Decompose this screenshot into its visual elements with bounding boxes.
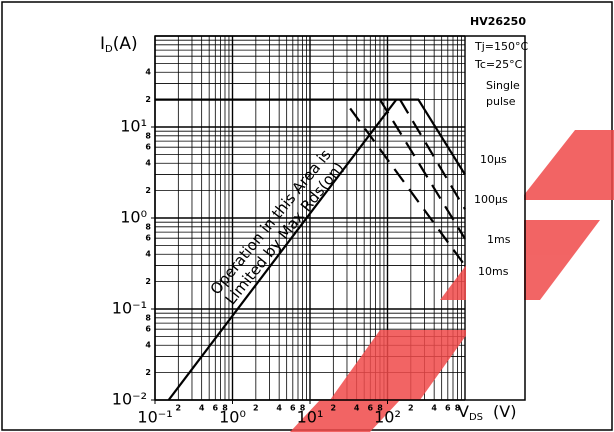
- x-axis-label: VDS (V): [458, 402, 516, 424]
- y-minor-tick-label: 4: [145, 250, 151, 259]
- y-label-sub: D: [105, 44, 113, 55]
- y-label-main: I: [100, 34, 105, 54]
- y-tick-label: 10¹: [120, 117, 147, 136]
- y-minor-tick-label: 2: [145, 95, 151, 104]
- y-axis-label: ID(A): [100, 34, 138, 55]
- x-tick-label: 10⁻¹: [137, 408, 172, 427]
- x-minor-tick-label: 8: [377, 404, 383, 413]
- x-label-main: V: [458, 402, 469, 421]
- soa-curve: [155, 98, 466, 176]
- soa-curve: [379, 99, 466, 240]
- x-minor-tick-label: 6: [445, 404, 451, 413]
- x-tick-label: 10¹: [297, 408, 324, 427]
- x-minor-tick-label: 4: [354, 404, 360, 413]
- x-minor-tick-label: 8: [455, 404, 461, 413]
- curve-label: 100μs: [474, 193, 508, 206]
- soa-curve: [399, 99, 466, 210]
- x-tick-label: 10²: [374, 408, 401, 427]
- y-minor-tick-label: 8: [145, 222, 151, 231]
- y-tick-label: 10⁻²: [112, 390, 147, 409]
- condition: Single: [486, 79, 520, 92]
- y-minor-tick-label: 6: [145, 143, 151, 152]
- y-tick-label: 10⁰: [120, 208, 147, 227]
- rds-limit-line: [167, 98, 398, 401]
- y-minor-tick-label: 2: [145, 277, 151, 286]
- x-minor-tick-label: 8: [222, 404, 228, 413]
- x-minor-tick-label: 2: [253, 404, 259, 413]
- curve-label: 1ms: [487, 233, 511, 246]
- x-tick-label: 10⁰: [219, 408, 246, 427]
- x-minor-tick-label: 4: [276, 404, 282, 413]
- soa-curve: [349, 107, 466, 267]
- y-minor-tick-label: 6: [145, 325, 151, 334]
- x-minor-tick-label: 4: [431, 404, 437, 413]
- y-tick-label: 10⁻¹: [112, 299, 147, 318]
- y-minor-tick-label: 8: [145, 131, 151, 140]
- y-minor-tick-label: 4: [145, 68, 151, 77]
- condition: pulse: [486, 95, 516, 108]
- x-minor-tick-label: 6: [368, 404, 374, 413]
- x-label-sub: DS: [469, 412, 483, 423]
- y-minor-tick-label: 6: [145, 234, 151, 243]
- y-minor-tick-label: 8: [145, 313, 151, 322]
- part-number: HV26250: [470, 15, 526, 28]
- curve-label: 10ms: [478, 265, 509, 278]
- x-minor-tick-label: 2: [331, 404, 337, 413]
- y-minor-tick-label: 4: [145, 159, 151, 168]
- y-label-unit: (A): [113, 34, 138, 54]
- x-minor-tick-label: 6: [213, 404, 219, 413]
- x-minor-tick-label: 4: [199, 404, 205, 413]
- y-minor-tick-label: 2: [145, 186, 151, 195]
- y-minor-tick-label: 2: [145, 368, 151, 377]
- condition: Tj=150°C: [474, 40, 528, 53]
- x-minor-tick-label: 6: [290, 404, 296, 413]
- y-minor-tick-label: 4: [145, 341, 151, 350]
- condition: Tc=25°C: [474, 58, 523, 71]
- x-minor-tick-label: 2: [176, 404, 182, 413]
- x-label-unit: (V): [493, 402, 516, 421]
- x-minor-tick-label: 2: [408, 404, 414, 413]
- label-column: [466, 36, 524, 400]
- curve-label: 10μs: [480, 153, 507, 166]
- x-minor-tick-label: 8: [300, 404, 306, 413]
